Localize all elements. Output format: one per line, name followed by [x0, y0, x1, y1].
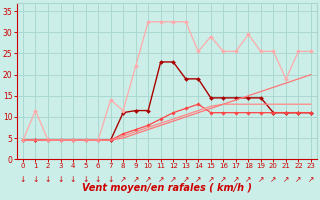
Text: ↗: ↗: [220, 175, 227, 184]
Text: ↓: ↓: [95, 175, 101, 184]
Text: ↗: ↗: [245, 175, 252, 184]
Text: ↗: ↗: [208, 175, 214, 184]
Text: ↓: ↓: [57, 175, 64, 184]
Text: ↗: ↗: [195, 175, 202, 184]
X-axis label: Vent moyen/en rafales ( km/h ): Vent moyen/en rafales ( km/h ): [82, 183, 252, 193]
Text: ↗: ↗: [258, 175, 264, 184]
Text: ↗: ↗: [132, 175, 139, 184]
Text: ↗: ↗: [295, 175, 302, 184]
Text: ↗: ↗: [170, 175, 176, 184]
Text: ↓: ↓: [45, 175, 51, 184]
Text: ↗: ↗: [233, 175, 239, 184]
Text: ↗: ↗: [283, 175, 289, 184]
Text: ↗: ↗: [270, 175, 276, 184]
Text: ↗: ↗: [120, 175, 126, 184]
Text: ↓: ↓: [82, 175, 89, 184]
Text: ↗: ↗: [308, 175, 314, 184]
Text: ↗: ↗: [145, 175, 151, 184]
Text: ↓: ↓: [32, 175, 39, 184]
Text: ↓: ↓: [20, 175, 26, 184]
Text: ↗: ↗: [157, 175, 164, 184]
Text: ↓: ↓: [70, 175, 76, 184]
Text: ↓: ↓: [108, 175, 114, 184]
Text: ↗: ↗: [182, 175, 189, 184]
